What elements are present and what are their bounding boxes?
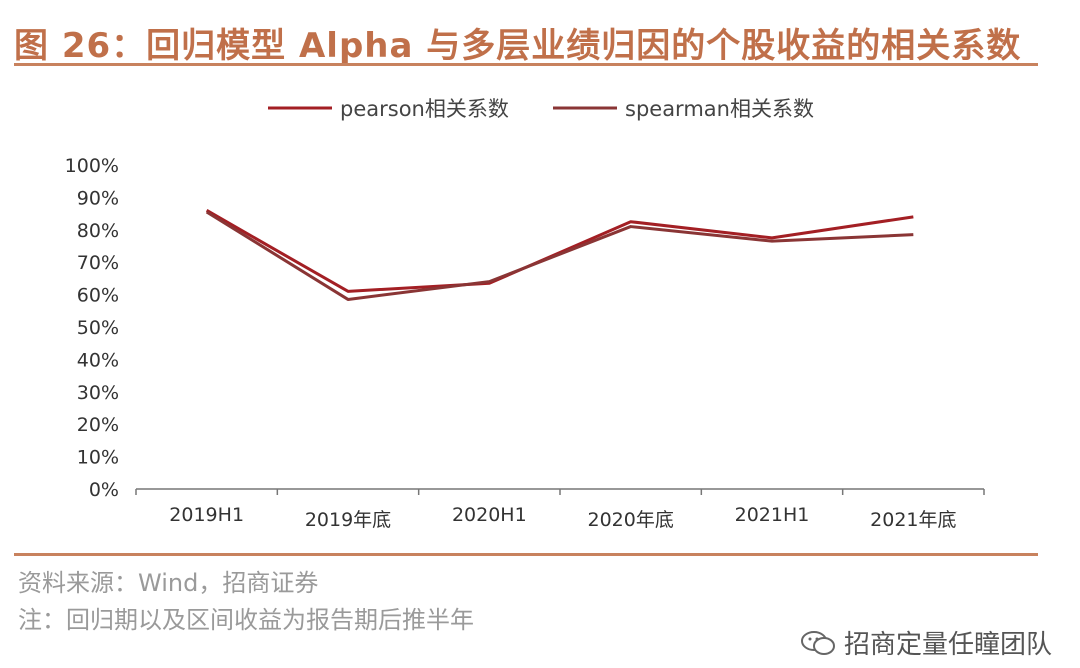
x-tick-label: 2021H1 <box>735 504 810 526</box>
series-line-1 <box>205 210 914 301</box>
x-axis: 2019H1 2019年底 2020H1 2020年底 2021H1 2021年底 <box>135 488 985 531</box>
y-tick-label: 60% <box>77 285 119 307</box>
x-tick-label: 2021年底 <box>870 509 956 531</box>
source-text: 资料来源：Wind，招商证券 <box>18 569 319 597</box>
legend-label-1: spearman相关系数 <box>625 97 814 121</box>
footer-rule <box>14 553 1038 556</box>
y-tick-label: 50% <box>77 317 119 339</box>
x-tick-label: 2019年底 <box>305 509 391 531</box>
x-tick-label: 2020年底 <box>587 509 673 531</box>
y-tick-label: 20% <box>77 414 119 436</box>
y-tick-label: 80% <box>77 220 119 242</box>
x-tick-label: 2019H1 <box>169 504 244 526</box>
legend-label-0: pearson相关系数 <box>340 97 509 121</box>
y-tick-label: 70% <box>77 252 119 274</box>
series-group <box>205 209 914 301</box>
watermark-text: 招商定量任瞳团队 <box>843 630 1052 660</box>
title-rule <box>14 63 1038 66</box>
figure-title: 图 26：回归模型 Alpha 与多层业绩归因的个股收益的相关系数 <box>14 26 1022 66</box>
line-chart: pearson相关系数 spearman相关系数 0% 10% 20% 30% 40% 50… <box>65 97 985 531</box>
y-axis: 0% 10% 20% 30% 40% 50% 60% 70% 80% 90% 100% <box>65 155 119 501</box>
x-tick-label: 2020H1 <box>452 504 527 526</box>
wechat-icon <box>800 630 835 655</box>
note-text: 注：回归期以及区间收益为报告期后推半年 <box>18 606 474 634</box>
y-tick-label: 30% <box>77 382 119 404</box>
watermark: 招商定量任瞳团队 <box>800 624 1052 661</box>
legend: pearson相关系数 spearman相关系数 <box>268 97 814 121</box>
y-tick-label: 90% <box>77 187 119 209</box>
y-tick-label: 0% <box>89 479 119 501</box>
y-tick-label: 10% <box>77 447 119 469</box>
y-tick-label: 100% <box>65 155 119 177</box>
series-line-0 <box>205 209 914 293</box>
y-tick-label: 40% <box>77 349 119 371</box>
